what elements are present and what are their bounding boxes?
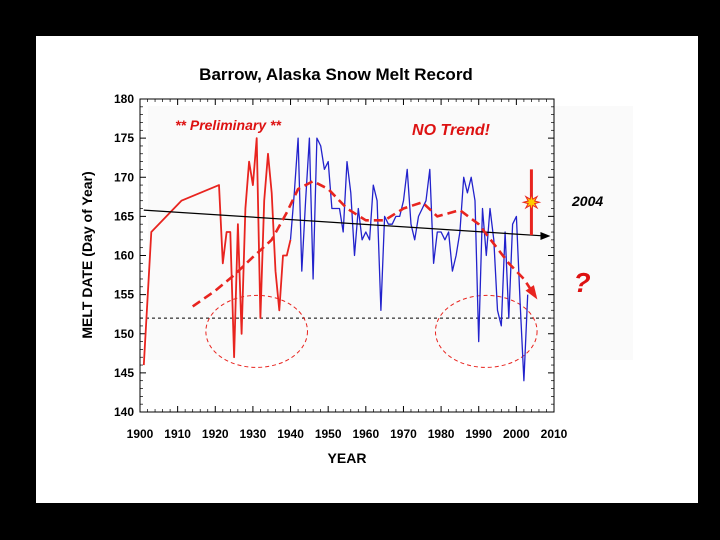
y-axis-label: MELT DATE (Day of Year) xyxy=(79,171,95,338)
x-tick-label: 1940 xyxy=(277,427,304,441)
smooth-curve-arrowhead xyxy=(525,285,538,300)
x-tick-label: 1970 xyxy=(390,427,417,441)
y-tick-label: 145 xyxy=(114,366,134,380)
x-tick-label: 1950 xyxy=(315,427,342,441)
y-tick-label: 160 xyxy=(114,249,134,263)
y-tick-label: 170 xyxy=(114,170,134,184)
x-axis-label: YEAR xyxy=(328,450,367,466)
x-tick-label: 1990 xyxy=(465,427,492,441)
preliminary-annotation: ** Preliminary ** xyxy=(175,117,281,133)
highlight-ellipse xyxy=(434,294,538,368)
x-tick-label: 1900 xyxy=(127,427,154,441)
series-line-preliminary xyxy=(142,137,292,366)
year-2004-label: 2004 xyxy=(571,193,603,209)
chart-title: Barrow, Alaska Snow Melt Record xyxy=(199,65,473,84)
x-tick-label: 2010 xyxy=(541,427,568,441)
y-tick-label: 140 xyxy=(114,405,134,419)
year-2004-marker xyxy=(521,192,542,213)
x-tick-label: 1960 xyxy=(352,427,379,441)
chart-marks: 140 145 150 155 160 165 170 175 180 1900 1910 1920 1… xyxy=(114,92,633,441)
y-tick-label: 175 xyxy=(114,131,134,145)
highlight-ellipse xyxy=(205,294,308,368)
smooth-trend-curve xyxy=(191,179,537,308)
question-mark: ? xyxy=(573,267,590,298)
x-tick-label: 1980 xyxy=(428,427,455,441)
x-tick-label: 1920 xyxy=(202,427,229,441)
x-tick-label: 1930 xyxy=(240,427,267,441)
x-tick-label: 2000 xyxy=(503,427,530,441)
x-tick-label: 1910 xyxy=(164,427,191,441)
trend-arrowhead xyxy=(540,231,551,240)
y-tick-label: 155 xyxy=(114,288,134,302)
y-tick-label: 150 xyxy=(114,327,134,341)
plot-background xyxy=(148,106,633,360)
y-tick-label: 165 xyxy=(114,209,134,223)
y-tick-label: 180 xyxy=(114,92,134,106)
no-trend-annotation: NO Trend! xyxy=(412,122,491,139)
trend-line xyxy=(143,209,545,237)
